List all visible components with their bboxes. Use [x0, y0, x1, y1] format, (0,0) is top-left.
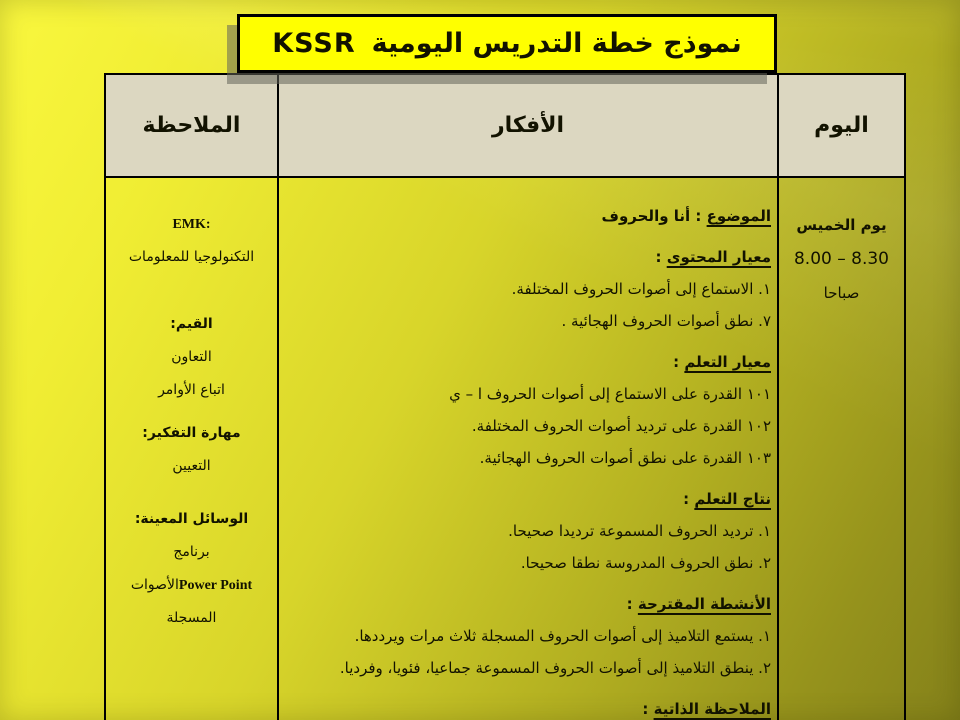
header-cell-notes: الملاحظة — [104, 73, 279, 178]
day-time-range: 8.00 – 8.30 — [793, 249, 889, 269]
teaching-aids-line1: برنامج — [173, 544, 210, 560]
content-standard-item: ١. الاستماع إلى أصوات الحروف المختلفة. — [511, 280, 771, 298]
learning-standard-item: ١٠٢ القدرة على ترديد أصوات الحروف المختل… — [471, 417, 771, 435]
day-cell: يوم الخميس 8.00 – 8.30 صباحا — [777, 176, 906, 720]
notes-cell: EMK: التكنولوجيا للمعلومات القيم: التعاو… — [104, 176, 279, 720]
section-self-note: الملاحظة الذاتية : — [642, 700, 771, 718]
teaching-aids-line2: Power Pointالأصوات — [107, 569, 276, 602]
sounds-label: الأصوات — [130, 577, 179, 593]
learning-standard-item: ١٠١ القدرة على الاستماع إلى أصوات الحروف… — [449, 385, 771, 403]
suggested-activities-heading: الأنشطة المقترحة — [637, 595, 771, 613]
lesson-plan-table: اليوم الأفكار الملاحظة يوم الخميس 8.00 –… — [104, 73, 906, 720]
slide-title-box: نموذج خطة التدريس اليومية KSSR — [237, 14, 777, 73]
section-learning-outcomes: نتاج التعلم : ١. ترديد الحروف المسموعة ت… — [283, 483, 771, 579]
slide-title-arabic: نموذج خطة التدريس اليومية — [371, 28, 742, 59]
values-item: اتباع الأوامر — [158, 382, 225, 398]
learning-outcome-item: ١. ترديد الحروف المسموعة ترديدا صحيحا. — [508, 522, 771, 540]
activity-item: ٢. ينطق التلاميذ إلى أصوات الحروف المسمو… — [339, 659, 771, 677]
teaching-aids-line3: المسجلة — [166, 610, 217, 626]
ideas-cell: الموضوع : أنا والحروف معيار المحتوى : ١.… — [277, 176, 779, 720]
notes-group-values: القيم: التعاون اتباع الأوامر — [107, 308, 276, 407]
content-standard-item: ٧. نطق أصوات الحروف الهجائية . — [561, 312, 771, 330]
learning-outcome-item: ٢. نطق الحروف المدروسة نطقا صحيحا. — [520, 554, 771, 572]
learning-outcomes-heading: نتاج التعلم — [694, 490, 771, 508]
header-cell-day: اليوم — [777, 73, 906, 178]
section-suggested-activities: الأنشطة المقترحة : ١. يستمع التلاميذ إلى… — [283, 588, 771, 684]
slide-title-kssr: KSSR — [272, 28, 356, 59]
learning-standard-item: ١٠٣ القدرة على نطق أصوات الحروف الهجائية… — [479, 449, 771, 467]
table-body-row: يوم الخميس 8.00 – 8.30 صباحا الموضوع : أ… — [104, 176, 906, 720]
thinking-skill-value: التعيين — [172, 458, 211, 474]
notes-group-teaching-aids: الوسائل المعينة: برنامج Power Pointالأصو… — [107, 503, 276, 635]
section-learning-standard: معيار التعلم : ١٠١ القدرة على الاستماع إ… — [283, 346, 771, 474]
learning-standard-heading: معيار التعلم — [684, 353, 771, 371]
notes-group-emk: EMK: التكنولوجيا للمعلومات — [107, 208, 276, 274]
values-label: القيم: — [170, 316, 213, 332]
topic-value: : أنا والحروف — [601, 207, 707, 225]
powerpoint-label: Power Point — [178, 578, 253, 593]
header-cell-ideas: الأفكار — [277, 73, 779, 178]
emk-value: التكنولوجيا للمعلومات — [128, 249, 255, 265]
day-period: صباحا — [823, 284, 860, 302]
table-header-row: اليوم الأفكار الملاحظة — [104, 73, 906, 178]
day-weekday: يوم الخميس — [796, 216, 887, 234]
teaching-aids-label: الوسائل المعينة: — [134, 511, 249, 527]
values-item: التعاون — [171, 349, 212, 365]
self-note-heading: الملاحظة الذاتية — [653, 700, 771, 718]
content-standard-heading: معيار المحتوى — [666, 248, 771, 266]
section-content-standard: معيار المحتوى : ١. الاستماع إلى أصوات ال… — [283, 241, 771, 337]
topic-heading: الموضوع — [706, 207, 771, 225]
section-topic: الموضوع : أنا والحروف — [283, 200, 771, 232]
activity-item: ١. يستمع التلاميذ إلى أصوات الحروف المسج… — [354, 627, 771, 645]
thinking-skill-label: مهارة التفكير: — [142, 425, 241, 441]
notes-group-thinking-skill: مهارة التفكير: التعيين — [107, 417, 276, 483]
emk-label: EMK: — [172, 217, 211, 232]
